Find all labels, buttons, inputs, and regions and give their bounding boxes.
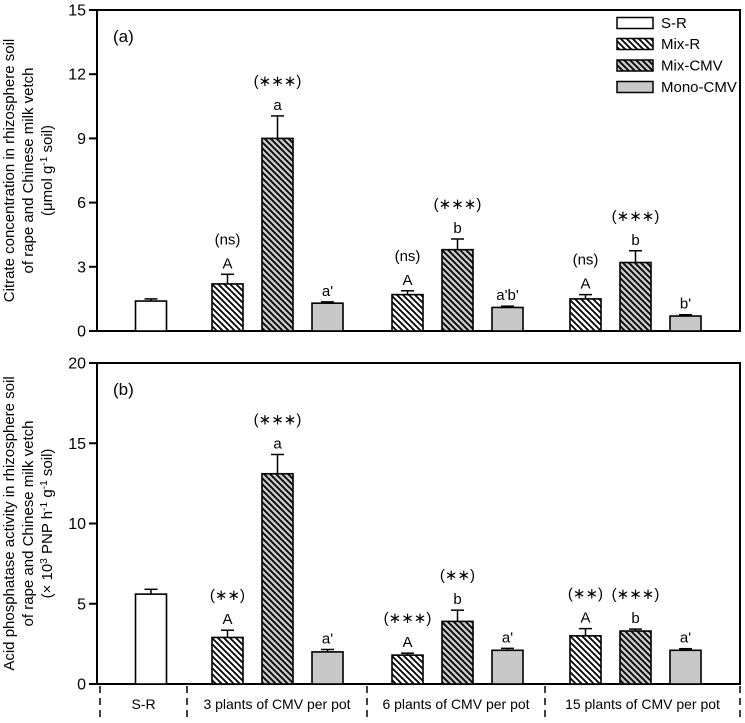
legend-swatch-s-r: [616, 16, 654, 30]
y-tick-label: 20: [68, 356, 86, 373]
letter-annotation: b': [680, 296, 691, 313]
panel-letter: (b): [113, 380, 134, 399]
y-axis-title-line: Acid phosphatase activity in rhizosphere…: [1, 376, 18, 670]
legend-label: Mix-CMV: [661, 58, 723, 75]
bar-mix-cmv: [441, 248, 474, 332]
letter-annotation: b: [453, 591, 461, 608]
bar-mix-cmv: [619, 261, 652, 332]
letter-annotation: a': [502, 629, 513, 646]
y-axis-title-line: of rape and Chinese milk vetch: [20, 68, 37, 274]
x-group-label: 6 plants of CMV per pot: [382, 696, 529, 712]
y-tick-label: 15: [68, 3, 86, 20]
significance-annotation: (∗∗∗): [612, 208, 660, 225]
legend-label: S-R: [661, 15, 687, 32]
legend-swatch-mono-cmv: [616, 80, 654, 94]
letter-annotation: a: [273, 97, 282, 114]
y-tick-label: 9: [77, 131, 86, 148]
y-tick-label: 10: [68, 516, 86, 533]
legend-swatch-mix-cmv: [616, 59, 654, 72]
y-tick-label: 0: [77, 324, 86, 341]
bar-mix-cmv: [261, 137, 294, 332]
letter-annotation: a: [273, 435, 282, 452]
letter-annotation: a': [680, 630, 691, 647]
bar-mono-cmv: [491, 306, 524, 332]
bar-mix-cmv: [619, 630, 652, 685]
bar-mono-cmv: [311, 302, 344, 332]
bar-mix-cmv: [441, 620, 474, 685]
legend: S-R Mix-R Mix-CMV Mono-CMV: [616, 15, 737, 96]
letter-annotation: A: [580, 610, 590, 627]
letter-annotation: a': [322, 630, 333, 647]
bar-mix-cmv: [261, 472, 294, 685]
significance-annotation: (∗∗): [210, 587, 245, 604]
letter-annotation: b: [453, 220, 461, 237]
letter-annotation: A: [402, 272, 412, 289]
legend-swatch-mix-r: [616, 37, 654, 51]
letter-annotation: A: [580, 276, 590, 293]
y-tick-label: 5: [77, 596, 86, 613]
x-group-label: 15 plants of CMV per pot: [565, 696, 720, 712]
x-group-label: S-R: [131, 696, 155, 712]
bar-mono-cmv: [669, 649, 702, 685]
letter-annotation: a': [322, 283, 333, 300]
y-axis-title-line: (× 103 PNP h-1 g-1 soil): [39, 449, 56, 599]
y-tick-label: 6: [77, 195, 86, 212]
bar-mix-r: [391, 654, 424, 685]
panel-a: 0 3 6 9 12 15 Citrate concentration in rhizosp…: [1, 3, 741, 341]
bar-mono-cmv: [669, 315, 702, 332]
significance-annotation: (∗∗): [440, 567, 475, 584]
bar-s-r: [134, 593, 168, 685]
bar-mono-cmv: [491, 649, 524, 685]
y-tick-label: 12: [68, 67, 86, 84]
legend-label: Mix-R: [661, 36, 700, 53]
panel-b: 0 5 10 15 20 Acid phosphatase activity in rhi…: [1, 356, 741, 694]
y-axis-title-line: (μmol g-1 soil): [39, 125, 56, 216]
letter-annotation: b: [631, 610, 639, 627]
x-axis-group-labels: S-R 3 plants of CMV per pot 6 plants of CM…: [99, 686, 741, 722]
significance-annotation: (∗∗): [568, 586, 603, 603]
x-group-label: 3 plants of CMV per pot: [203, 696, 350, 712]
y-axis-title-line: Citrate concentration in rhizosphere soi…: [1, 39, 18, 302]
significance-annotation: (ns): [395, 248, 421, 265]
bar-mono-cmv: [311, 651, 344, 685]
bar-mix-r: [569, 298, 602, 332]
y-tick-label: 0: [77, 677, 86, 694]
bar-mix-r: [211, 636, 244, 685]
y-tick-label: 3: [77, 259, 86, 276]
letter-annotation: b: [631, 232, 639, 249]
significance-annotation: (∗∗∗): [384, 610, 432, 627]
letter-annotation: A: [222, 255, 232, 272]
letter-annotation: A: [222, 611, 232, 628]
significance-annotation: (∗∗∗): [434, 196, 482, 213]
significance-annotation: (ns): [573, 252, 599, 269]
y-tick-label: 15: [68, 436, 86, 453]
panel-letter: (a): [113, 27, 134, 46]
bar-mix-r: [211, 283, 244, 332]
bar-mix-r: [569, 635, 602, 685]
significance-annotation: (∗∗∗): [254, 73, 302, 90]
significance-annotation: (ns): [215, 231, 241, 248]
significance-annotation: (∗∗∗): [612, 586, 660, 603]
legend-label: Mono-CMV: [661, 79, 737, 96]
letter-annotation: a'b': [496, 287, 519, 304]
significance-annotation: (∗∗∗): [254, 411, 302, 428]
bar-s-r: [134, 300, 168, 332]
y-axis-title-line: of rape and Chinese milk vetch: [20, 421, 37, 627]
letter-annotation: A: [402, 634, 412, 651]
bar-mix-r: [391, 293, 424, 332]
